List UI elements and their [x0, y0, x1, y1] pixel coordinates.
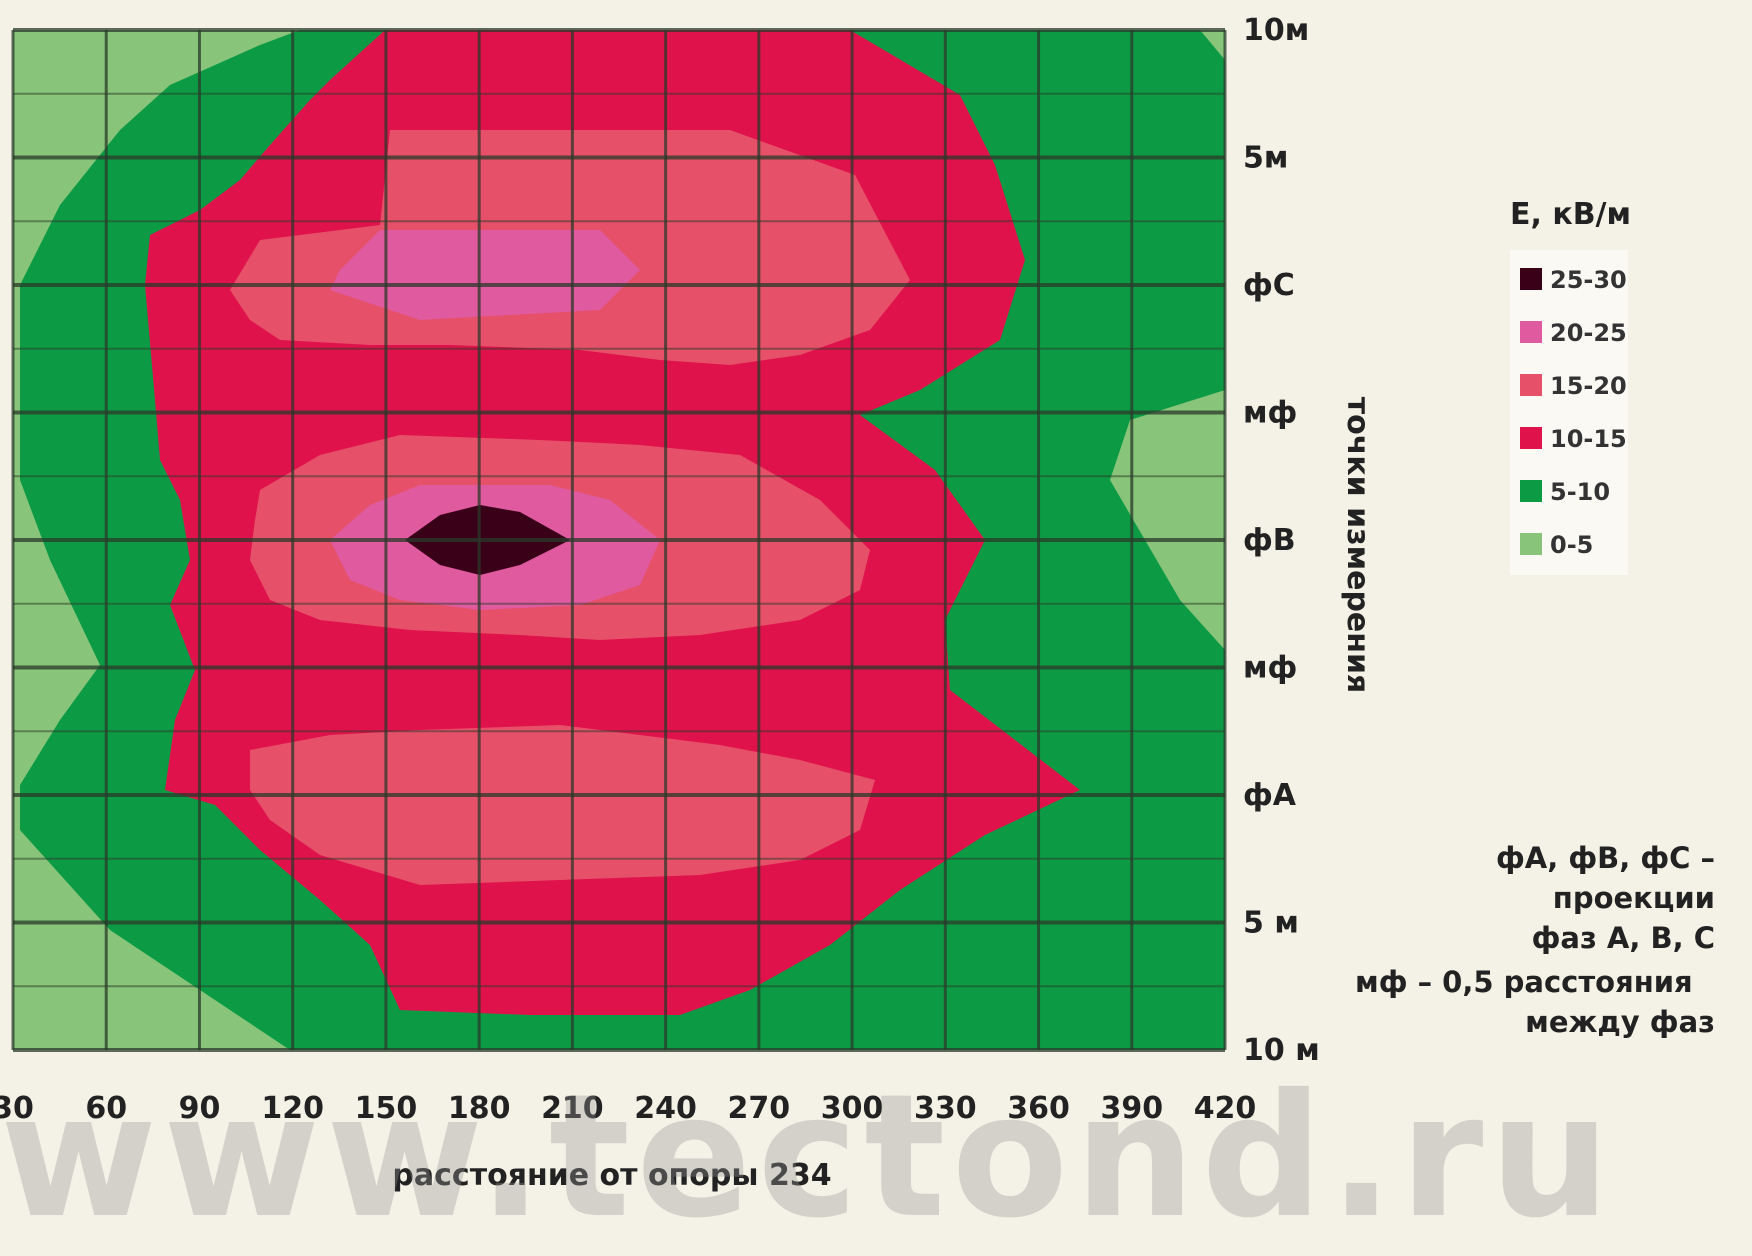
- legend: 25-30 20-25 15-20 10-15 5-10 0-5: [1510, 250, 1628, 575]
- legend-swatch: [1520, 321, 1542, 343]
- y-tick-label: фС: [1243, 268, 1295, 303]
- legend-title: Е, кВ/м: [1510, 197, 1631, 232]
- y-tick-label: 5м: [1243, 141, 1288, 176]
- phase-note-line2: фаз А, В, С: [1531, 921, 1715, 955]
- x-tick-label: 90: [179, 1091, 221, 1126]
- zone-15-20-4: [250, 725, 875, 885]
- zone-20-25-5: [330, 230, 640, 320]
- y-tick-label: мф: [1243, 396, 1297, 431]
- x-tick-label: 30: [0, 1091, 34, 1126]
- x-tick-label: 240: [634, 1091, 697, 1126]
- x-tick-label: 420: [1194, 1091, 1257, 1126]
- phase-note-line4: между фаз: [1525, 1005, 1715, 1039]
- x-tick-label: 180: [448, 1091, 511, 1126]
- legend-label: 20-25: [1550, 319, 1627, 347]
- y-tick-label: 5 м: [1243, 906, 1299, 941]
- legend-label: 10-15: [1550, 425, 1627, 453]
- legend-box: [1510, 250, 1628, 575]
- watermark: www.tectond.ru: [0, 1058, 1617, 1256]
- legend-label: 15-20: [1550, 372, 1627, 400]
- y-axis-label: точки измерения: [1340, 397, 1375, 694]
- x-tick-label: 120: [261, 1091, 324, 1126]
- legend-swatch: [1520, 480, 1542, 502]
- x-tick-label: 360: [1007, 1091, 1070, 1126]
- legend-swatch: [1520, 427, 1542, 449]
- phase-note-line3: мф – 0,5 расстояния: [1355, 965, 1693, 999]
- y-tick-label: 10м: [1243, 13, 1309, 48]
- x-tick-label: 300: [821, 1091, 884, 1126]
- legend-swatch: [1520, 533, 1542, 555]
- y-tick-label: фА: [1243, 778, 1297, 813]
- legend-label: 5-10: [1550, 478, 1610, 506]
- x-tick-label: 390: [1100, 1091, 1163, 1126]
- phase-note-line1: фА, фВ, фС – проекции: [1496, 841, 1715, 915]
- x-axis-label: расстояние от опоры 234: [392, 1158, 831, 1193]
- x-tick-label: 210: [541, 1091, 604, 1126]
- phase-note: фА, фВ, фС – проекции фаз А, В, С мф – 0…: [1355, 838, 1715, 1042]
- heatmap-chart: 30 60 90 120 150 180 210 240 270 300 330 360 390 420 …: [0, 13, 1631, 1193]
- x-tick-label: 60: [85, 1091, 127, 1126]
- x-tick-label: 330: [914, 1091, 977, 1126]
- y-tick-label: мф: [1243, 651, 1297, 686]
- legend-swatch: [1520, 374, 1542, 396]
- legend-swatch: [1520, 268, 1542, 290]
- x-tick-label: 150: [355, 1091, 418, 1126]
- legend-label: 25-30: [1550, 266, 1627, 294]
- y-tick-label: 10 м: [1243, 1033, 1320, 1068]
- legend-label: 0-5: [1550, 531, 1593, 559]
- x-tick-label: 270: [728, 1091, 791, 1126]
- y-tick-label: фВ: [1243, 523, 1296, 558]
